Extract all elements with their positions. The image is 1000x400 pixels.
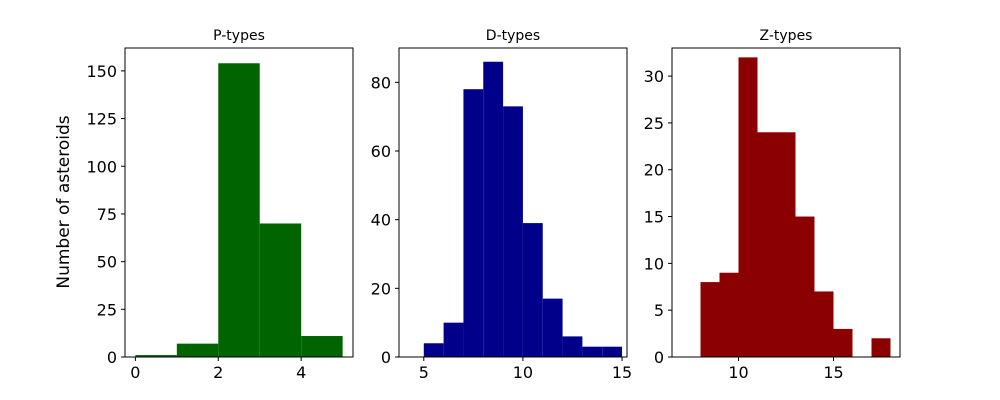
y-tick-label: 100 <box>86 157 117 176</box>
histogram-bar <box>301 336 343 357</box>
x-tick-label: 5 <box>419 363 429 382</box>
panel-p-types: P-types 0 2 4 0 25 50 75 100 125 150 <box>86 28 354 382</box>
y-tick-label: 75 <box>97 205 117 224</box>
panel-title: Z-types <box>760 28 813 44</box>
histogram-bar <box>463 89 484 357</box>
histogram-bar <box>542 298 563 357</box>
y-tick-label: 0 <box>107 348 117 367</box>
y-tick-label: 0 <box>381 348 391 367</box>
histogram-bar <box>602 346 623 357</box>
y-tick-label: 20 <box>371 279 391 298</box>
histogram-bar <box>135 355 177 357</box>
histogram-bar <box>776 132 796 357</box>
histogram-bar <box>176 343 219 357</box>
panel-title: D-types <box>486 28 540 44</box>
y-tick-label: 25 <box>644 114 664 133</box>
y-tick-label: 20 <box>644 161 664 180</box>
plot-frame <box>671 47 901 358</box>
y-tick-label: 60 <box>371 142 391 161</box>
y-tick-label: 50 <box>97 253 117 272</box>
histogram-bar <box>582 346 603 357</box>
y-tick-label: 25 <box>97 300 117 319</box>
y-tick-label: 0 <box>654 348 664 367</box>
histogram-bar <box>814 291 834 357</box>
x-tick-label: 0 <box>130 363 140 382</box>
panel-d-types: D-types 5 10 15 0 20 40 60 80 <box>371 28 633 382</box>
histogram-bar <box>738 57 758 357</box>
plot-frame <box>124 47 354 358</box>
x-tick-label: 2 <box>213 363 223 382</box>
y-tick-label: 150 <box>86 62 117 81</box>
histogram-bar <box>522 223 543 357</box>
histogram-bar <box>443 322 464 357</box>
y-tick-label: 10 <box>644 254 664 273</box>
histogram-bar <box>423 343 444 357</box>
y-tick-label: 30 <box>644 67 664 86</box>
y-tick-label: 15 <box>644 208 664 227</box>
histogram-bar <box>719 272 739 357</box>
x-tick-label: 10 <box>728 363 748 382</box>
histogram-bar <box>259 223 302 357</box>
x-tick-label: 15 <box>612 363 632 382</box>
x-tick-label: 10 <box>513 363 533 382</box>
histogram-bar <box>503 106 523 357</box>
y-tick-label: 40 <box>371 211 391 230</box>
histogram-bar <box>483 61 504 357</box>
y-axis-label: Number of asteroids <box>54 115 74 288</box>
x-tick-label: 4 <box>296 363 306 382</box>
histogram-bar <box>795 216 815 357</box>
panel-title: P-types <box>213 28 265 44</box>
y-tick-label: 125 <box>86 110 117 129</box>
histogram-bar <box>757 132 777 357</box>
histogram-bar <box>833 328 853 357</box>
panel-z-types: Z-types 10 15 0 5 10 15 20 25 30 <box>644 28 901 382</box>
histogram-bar <box>700 282 720 357</box>
plot-frame <box>398 47 628 358</box>
histogram-bar <box>871 338 891 357</box>
y-tick-label: 5 <box>654 301 664 320</box>
histogram-bar <box>218 63 260 358</box>
y-tick-label: 80 <box>371 73 391 92</box>
histogram-bar <box>562 336 583 357</box>
x-tick-label: 15 <box>823 363 843 382</box>
